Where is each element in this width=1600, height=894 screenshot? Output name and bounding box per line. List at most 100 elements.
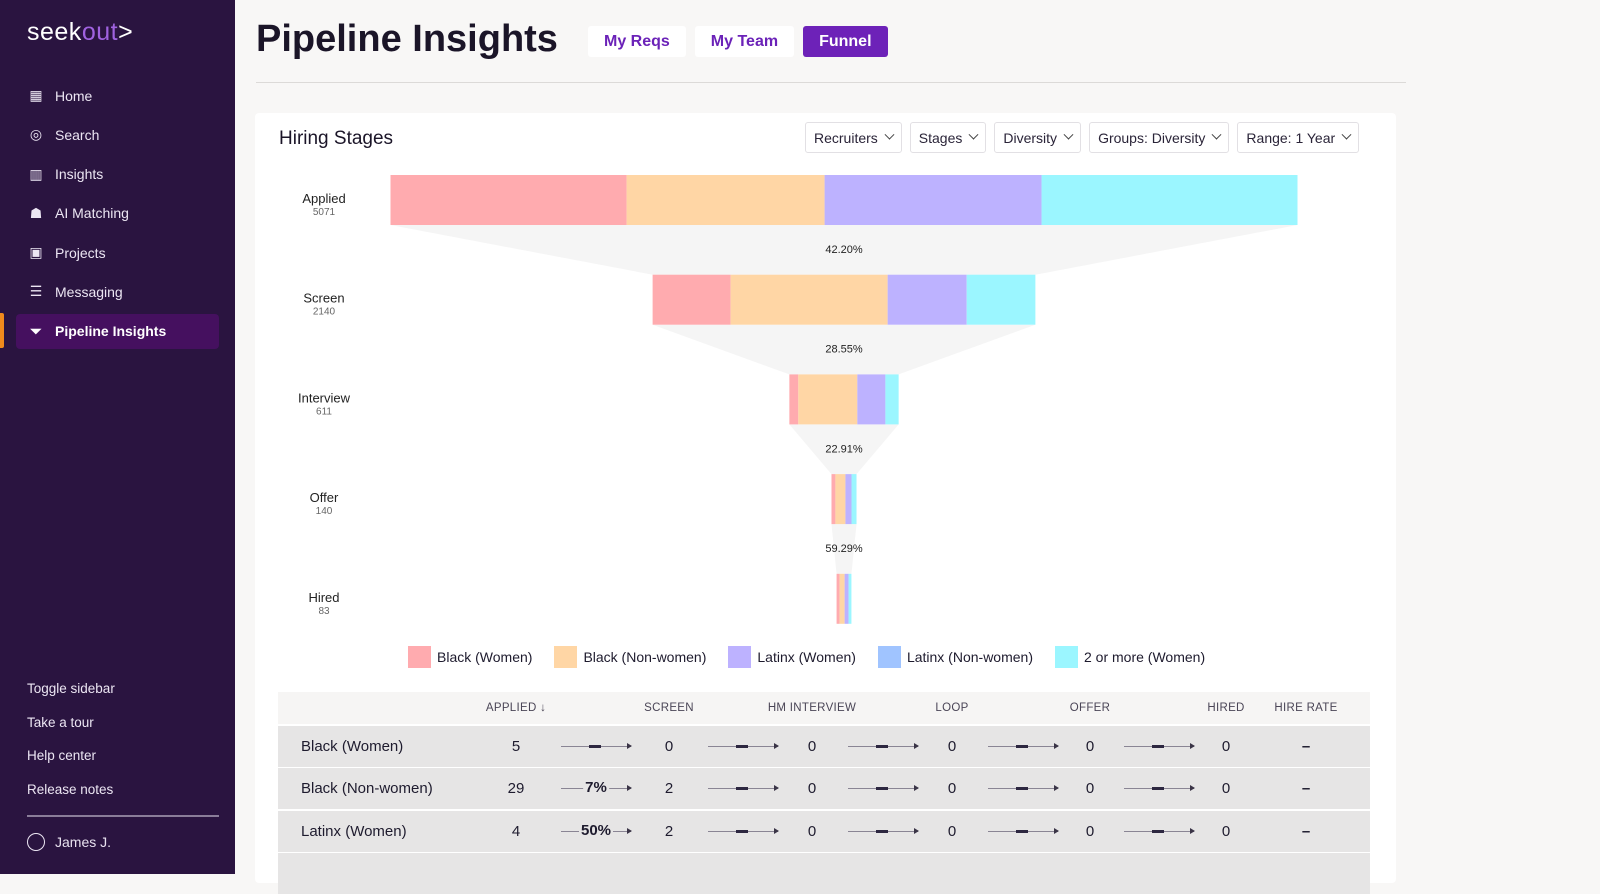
legend-item[interactable]: 2 or more (Women) [1055,646,1205,668]
conversion-rate: 7% [583,779,609,796]
legend-item[interactable]: Black (Women) [408,646,532,668]
conversion-arrow-icon [848,746,918,747]
legend-label: Latinx (Women) [757,649,856,665]
user-menu[interactable]: James J. [27,833,111,851]
sort-desc-icon[interactable]: ↓ [540,702,546,714]
sidebar-link-help-center[interactable]: Help center [27,748,115,782]
conversion-arrow-icon [708,788,778,789]
stage-count: 0 [948,780,956,797]
column-header[interactable]: LOOP [935,702,968,714]
funnel-segment-black-non-women-[interactable] [840,574,845,624]
column-header[interactable]: HM INTERVIEW [768,702,856,714]
group-name: Black (Women) [301,738,403,755]
stage-count: 0 [665,738,673,755]
stage-count: 0 [948,823,956,840]
stage-label: Offer [310,490,339,505]
conversion-label: 59.29% [825,543,863,555]
legend-label: Black (Non-women) [583,649,706,665]
column-header-label: LOOP [935,702,968,714]
stage-count: 0 [808,823,816,840]
funnel-segment-black-women-[interactable] [837,574,840,624]
funnel-chart: 42.20%28.55%22.91%59.29%Applied5071Scree… [0,0,1600,640]
funnel-segment-latinx-women-[interactable] [857,374,885,424]
stage-count: 0 [948,738,956,755]
stage-count: 0 [1086,780,1094,797]
legend-item[interactable]: Latinx (Women) [728,646,856,668]
column-header-label: OFFER [1070,702,1110,714]
funnel-segment-2-or-more-women-[interactable] [967,275,1036,325]
conversion-arrow-icon [708,831,778,832]
conversion-arrow-icon [988,746,1058,747]
column-header[interactable]: HIRED [1207,702,1244,714]
conversion-arrow-icon [848,831,918,832]
group-name: Latinx (Women) [301,823,407,840]
conversion-arrow-icon [561,746,631,747]
stage-count: 2 [665,823,673,840]
stage-label: Interview [298,390,351,405]
conversion-arrow-icon [1124,788,1194,789]
funnel-segment-latinx-women-[interactable] [845,574,849,624]
funnel-segment-latinx-women-[interactable] [845,474,851,524]
conversion-arrow-icon [988,831,1058,832]
stage-count: 0 [808,780,816,797]
stage-count: 0 [808,738,816,755]
funnel-segment-latinx-women-[interactable] [888,275,967,325]
funnel-segment-black-non-women-[interactable] [835,474,845,524]
stage-label: Screen [303,291,344,306]
conversion-arrow-icon: 7% [561,788,631,789]
funnel-segment-black-women-[interactable] [653,275,731,325]
stage-count: 0 [1086,738,1094,755]
conversion-label: 42.20% [825,244,863,256]
legend-label: 2 or more (Women) [1084,649,1205,665]
funnel-segment-black-non-women-[interactable] [798,374,857,424]
funnel-segment-2-or-more-women-[interactable] [849,574,852,624]
legend-swatch [408,646,431,668]
column-header-label: HIRE RATE [1274,702,1337,714]
stage-count: 29 [508,780,525,797]
column-header[interactable]: APPLIED ↓ [486,702,546,714]
legend-label: Latinx (Non-women) [907,649,1033,665]
conversion-arrow-icon: 50% [561,831,631,832]
funnel-segment-latinx-women-[interactable] [825,175,1042,225]
column-header[interactable]: SCREEN [644,702,694,714]
conversion-rate: 50% [579,822,613,839]
hire-rate: – [1302,823,1310,840]
column-header[interactable]: OFFER [1070,702,1110,714]
legend-item[interactable]: Latinx (Non-women) [878,646,1033,668]
column-header-label: HM INTERVIEW [768,702,856,714]
funnel-segment-2-or-more-women-[interactable] [1042,175,1298,225]
funnel-segment-black-non-women-[interactable] [731,275,888,325]
conversion-arrow-icon [988,788,1058,789]
hire-rate: – [1302,780,1310,797]
conversion-arrow-icon [1124,746,1194,747]
funnel-segment-black-non-women-[interactable] [627,175,825,225]
funnel-segment-2-or-more-women-[interactable] [885,374,898,424]
funnel-segment-2-or-more-women-[interactable] [852,474,857,524]
sidebar-link-take-a-tour[interactable]: Take a tour [27,715,115,749]
sidebar-link-release-notes[interactable]: Release notes [27,782,115,816]
funnel-segment-black-women-[interactable] [789,374,798,424]
conversion-arrow-icon [708,746,778,747]
stage-count: 0 [1222,780,1230,797]
stage-count: 0 [1222,823,1230,840]
stage-total: 5071 [313,207,336,218]
funnel-segment-black-women-[interactable] [831,474,835,524]
stage-count: 0 [1086,823,1094,840]
sidebar-link-toggle-sidebar[interactable]: Toggle sidebar [27,681,115,715]
legend-label: Black (Women) [437,649,532,665]
user-avatar-icon [27,833,45,851]
chart-legend: Black (Women) Black (Non-women) Latinx (Wo… [408,646,1205,668]
funnel-segment-black-women-[interactable] [391,175,627,225]
stage-count: 2 [665,780,673,797]
legend-item[interactable]: Black (Non-women) [554,646,706,668]
column-header[interactable]: HIRE RATE [1274,702,1337,714]
legend-swatch [878,646,901,668]
legend-swatch [554,646,577,668]
column-header-label: APPLIED [486,702,537,714]
legend-swatch [1055,646,1078,668]
stage-label: Hired [308,590,339,605]
